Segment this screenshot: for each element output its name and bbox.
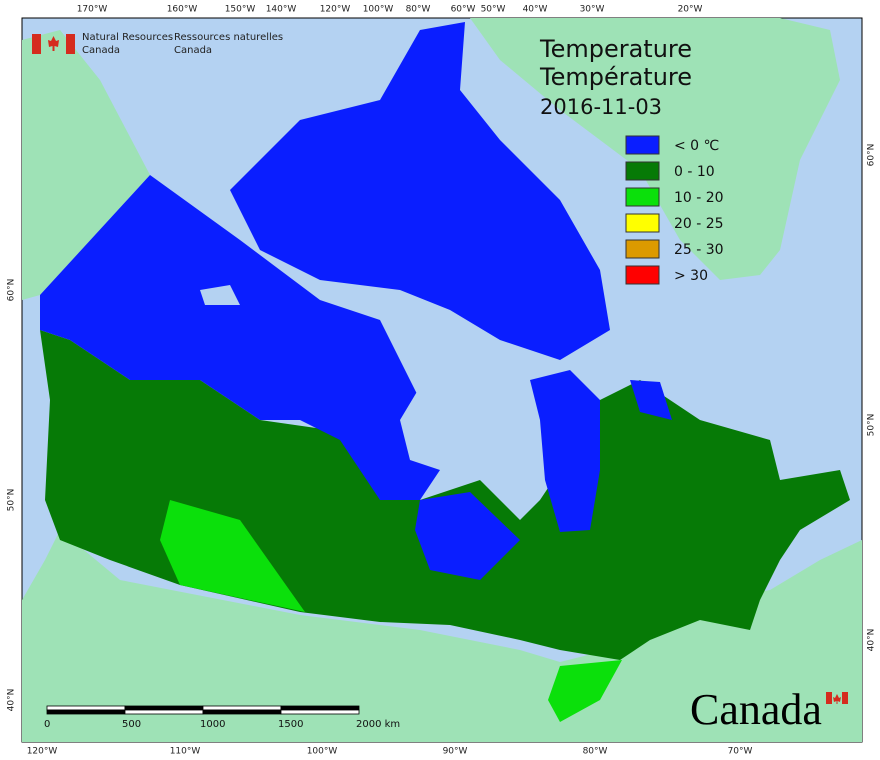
scale-label: 0	[44, 719, 50, 730]
signature-en: Canada	[82, 45, 120, 56]
legend-label: > 30	[674, 268, 708, 284]
latitude-label: 50°N	[867, 414, 877, 437]
longitude-label: 100°W	[363, 5, 394, 15]
scale-label: 1500	[278, 719, 303, 730]
longitude-label: 80°W	[406, 5, 431, 15]
longitude-label: 70°W	[728, 747, 753, 757]
scale-label: 500	[122, 719, 141, 730]
longitude-label: 90°W	[443, 747, 468, 757]
longitude-label: 30°W	[580, 5, 605, 15]
nrcan-signature: Natural Resources Canada Ressources natu…	[32, 32, 283, 56]
scale-label: 1000	[200, 719, 225, 730]
legend-label: 20 - 25	[674, 216, 724, 232]
latitude-label: 40°N	[867, 629, 877, 652]
longitude-label: 100°W	[307, 747, 338, 757]
legend-label: 0 - 10	[674, 164, 715, 180]
legend-swatch	[625, 187, 660, 207]
longitude-label: 120°W	[320, 5, 351, 15]
scale-segment	[46, 709, 126, 715]
scale-segment	[280, 705, 360, 711]
latitude-label: 60°N	[867, 144, 877, 167]
legend-swatch	[625, 239, 660, 259]
scale-segment	[46, 705, 126, 711]
longitude-label: 150°W	[225, 5, 256, 15]
title-fr: Température	[539, 63, 692, 91]
longitude-label: 170°W	[77, 5, 108, 15]
scale-segment	[202, 705, 282, 711]
scale-segment	[280, 709, 360, 715]
latitude-label: 40°N	[7, 689, 17, 712]
legend-label: < 0 ℃	[674, 138, 719, 154]
legend-label: 10 - 20	[674, 190, 724, 206]
legend-swatch	[625, 161, 660, 181]
legend-label: 25 - 30	[674, 242, 724, 258]
signature-fr: Canada	[174, 45, 212, 56]
legend-swatch	[625, 265, 660, 285]
signature-fr: Ressources naturelles	[174, 32, 283, 43]
longitude-label: 80°W	[583, 747, 608, 757]
signature-en: Natural Resources	[82, 32, 173, 43]
title-en: Temperature	[539, 35, 692, 63]
basemap	[22, 18, 862, 742]
wordmark: Canada	[690, 685, 822, 734]
scale-label: 2000 km	[356, 719, 400, 730]
map-date: 2016-11-03	[540, 95, 662, 119]
canada-wordmark: Canada	[690, 685, 848, 734]
scale-segment	[124, 709, 204, 715]
longitude-label: 60°W	[451, 5, 476, 15]
scale-segment	[124, 705, 204, 711]
longitude-label: 20°W	[678, 5, 703, 15]
longitude-label: 40°W	[523, 5, 548, 15]
legend-swatch	[625, 135, 660, 155]
longitude-label: 120°W	[27, 747, 58, 757]
latitude-label: 60°N	[7, 279, 17, 302]
legend: < 0 ℃ 0 - 10 10 - 20 20 - 25 25 - 30 > 30	[625, 135, 724, 285]
graticule-labels: 170°W 160°W 150°W 140°W 120°W 100°W 80°W 60°W 50…	[7, 5, 877, 757]
longitude-label: 140°W	[266, 5, 297, 15]
longitude-label: 110°W	[170, 747, 201, 757]
longitude-label: 160°W	[167, 5, 198, 15]
legend-swatch	[625, 213, 660, 233]
scale-segment	[202, 709, 282, 715]
latitude-label: 50°N	[7, 489, 17, 512]
longitude-label: 50°W	[481, 5, 506, 15]
scale-bar: 0 500 1000 1500 2000 km	[44, 705, 400, 730]
